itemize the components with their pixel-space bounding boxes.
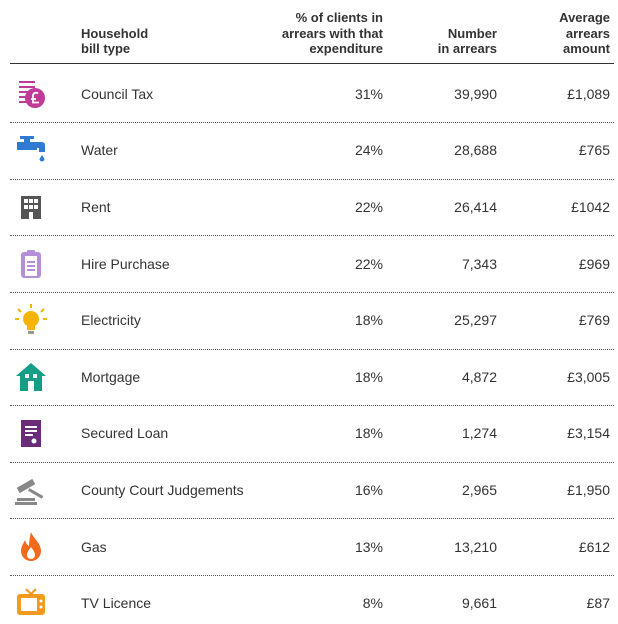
header-line: in arrears bbox=[437, 41, 497, 56]
cell-value: 13% bbox=[354, 538, 383, 555]
icon bbox=[17, 136, 45, 162]
bill-type: Rent bbox=[81, 199, 111, 215]
row-icon bbox=[15, 304, 47, 336]
cell-value: 18% bbox=[354, 368, 383, 385]
cell-value: 1,274 bbox=[461, 425, 497, 442]
cell-value: £1042 bbox=[571, 199, 610, 215]
row-separator bbox=[10, 461, 614, 463]
row-separator bbox=[10, 405, 614, 407]
icon bbox=[19, 80, 45, 108]
row-separator bbox=[10, 291, 614, 293]
cell-value: £1,950 bbox=[567, 482, 610, 498]
bill-type: Gas bbox=[81, 538, 107, 555]
bill-type: Council Tax bbox=[81, 85, 154, 102]
cell-value: 31% bbox=[354, 85, 383, 102]
bill-type: Mortgage bbox=[81, 368, 141, 385]
cell-value: 25,297 bbox=[454, 312, 497, 329]
cell-value: £3,005 bbox=[567, 368, 610, 385]
bill-type: Secured Loan bbox=[81, 425, 169, 442]
cell-value: 16% bbox=[354, 482, 383, 498]
row-separator bbox=[10, 518, 614, 520]
column-header: Number in arrears bbox=[400, 4, 497, 57]
row-icon bbox=[15, 78, 47, 110]
bill-type: County Court Judgements bbox=[81, 482, 244, 498]
cell-value: 18% bbox=[354, 312, 383, 329]
row-icon bbox=[15, 361, 47, 393]
row-icon bbox=[15, 474, 47, 506]
bill-type: Hire Purchase bbox=[81, 255, 170, 272]
header-line: % of clients in bbox=[295, 10, 383, 25]
icon bbox=[16, 362, 46, 391]
header-line: Average bbox=[559, 10, 610, 25]
header-line: arrears with that bbox=[281, 25, 383, 41]
row-icon bbox=[15, 248, 47, 280]
cell-value: 39,990 bbox=[454, 85, 497, 102]
header-line: expenditure bbox=[309, 41, 383, 56]
icon bbox=[15, 478, 44, 505]
column-header: % of clients in arrears with that expendit… bbox=[250, 4, 383, 57]
row-icon bbox=[15, 134, 47, 166]
cell-value: £612 bbox=[578, 538, 610, 555]
column-header: Household bill type bbox=[81, 4, 201, 57]
icon bbox=[21, 196, 41, 219]
header-line: amount bbox=[563, 41, 610, 56]
row-icon bbox=[15, 417, 47, 449]
cell-value: £1,089 bbox=[567, 85, 610, 102]
cell-value: 7,343 bbox=[461, 255, 497, 272]
cell-value: 13,210 bbox=[454, 538, 497, 555]
icon bbox=[21, 249, 41, 278]
row-icon bbox=[15, 191, 47, 223]
row-separator bbox=[10, 122, 614, 124]
header-line: Number bbox=[447, 25, 497, 41]
cell-value: 8% bbox=[362, 595, 383, 612]
row-separator bbox=[10, 574, 614, 576]
bill-type: Electricity bbox=[81, 312, 141, 329]
bill-type: Water bbox=[81, 142, 118, 159]
icon bbox=[21, 420, 41, 448]
row-icon bbox=[15, 587, 47, 619]
cell-value: 4,872 bbox=[461, 368, 497, 385]
cell-value: 18% bbox=[354, 425, 383, 442]
bill-type: TV Licence bbox=[81, 595, 152, 612]
header-line: arrears bbox=[565, 25, 610, 41]
cell-value: 22% bbox=[354, 255, 383, 272]
cell-value: £769 bbox=[578, 312, 610, 329]
row-separator bbox=[10, 235, 614, 237]
column-header: Average arrears amount bbox=[520, 4, 610, 57]
cell-value: £87 bbox=[586, 595, 610, 612]
header-line: Household bbox=[81, 25, 149, 41]
icon bbox=[15, 304, 47, 335]
cell-value: 24% bbox=[354, 142, 383, 159]
header-line: bill type bbox=[81, 41, 131, 56]
cell-value: 26,414 bbox=[454, 199, 497, 215]
icon bbox=[17, 588, 45, 616]
icon bbox=[21, 531, 41, 561]
cell-value: £765 bbox=[578, 142, 610, 159]
cell-value: £3,154 bbox=[567, 425, 610, 442]
cell-value: 22% bbox=[354, 199, 383, 215]
cell-value: 9,661 bbox=[461, 595, 497, 612]
cell-value: 28,688 bbox=[454, 142, 497, 159]
row-separator bbox=[10, 178, 614, 180]
row-icon bbox=[15, 531, 47, 563]
row-separator bbox=[10, 348, 614, 350]
cell-value: £969 bbox=[578, 255, 610, 272]
header-rule bbox=[10, 63, 614, 64]
cell-value: 2,965 bbox=[461, 482, 497, 498]
